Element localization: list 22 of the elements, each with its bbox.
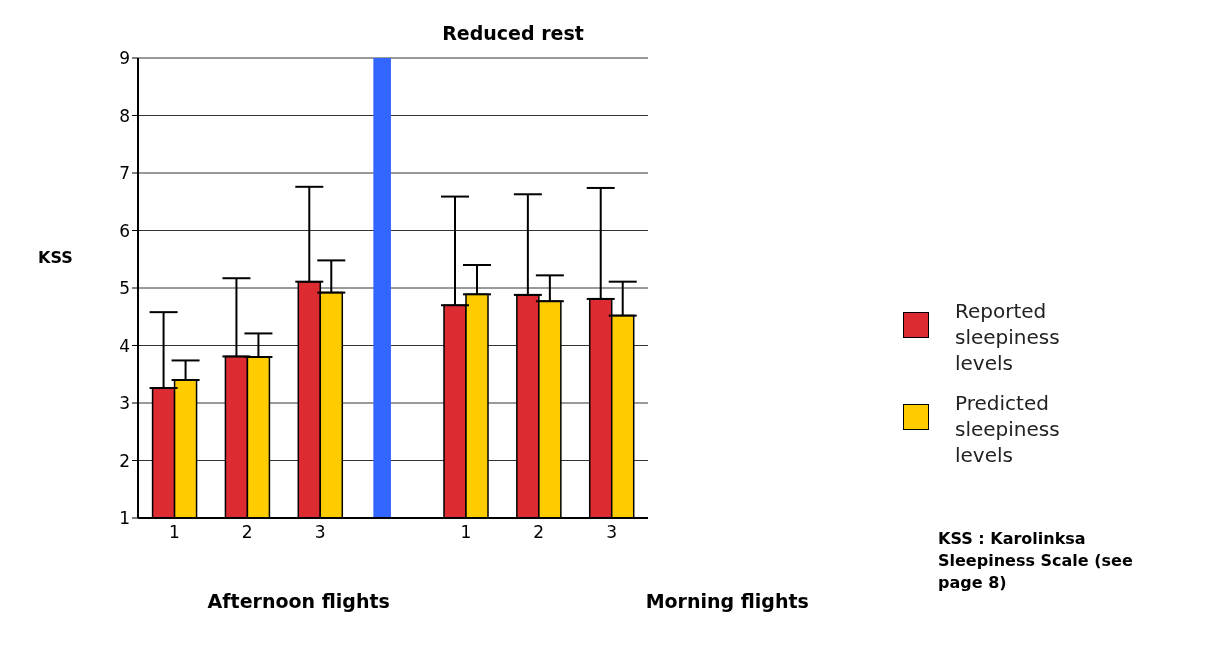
x-tick-label: 1 [169,522,180,543]
y-tick-label: 4 [119,335,130,356]
legend-label: Reported sleepiness levels [955,298,1061,376]
text: Morning flights [645,590,809,612]
y-tick-label: 2 [119,450,130,471]
legend-label: Predicted sleepiness levels [955,390,1061,468]
y-tick-label: 8 [119,105,130,126]
x-tick-label: 2 [533,522,545,543]
y-tick-label: 9 [119,48,130,69]
y-tick-label: 7 [119,163,130,184]
y-axis-title: KSS [38,248,73,267]
y-tick-label: 3 [119,393,130,414]
x-tick-label: 1 [460,522,472,543]
y-tick-label: 5 [119,278,130,299]
x-tick-label: 3 [314,522,326,543]
x-tick-label: 3 [606,522,617,543]
x-tick-label: 2 [241,522,253,543]
text: Reduced rest [442,22,584,44]
text: Afternoon flights [207,590,390,612]
y-tick-label: 1 [119,508,130,529]
y-tick-label: 6 [119,220,130,241]
text: KSS : Karolinksa Sleepiness Scale (see page 8) [938,528,1134,594]
